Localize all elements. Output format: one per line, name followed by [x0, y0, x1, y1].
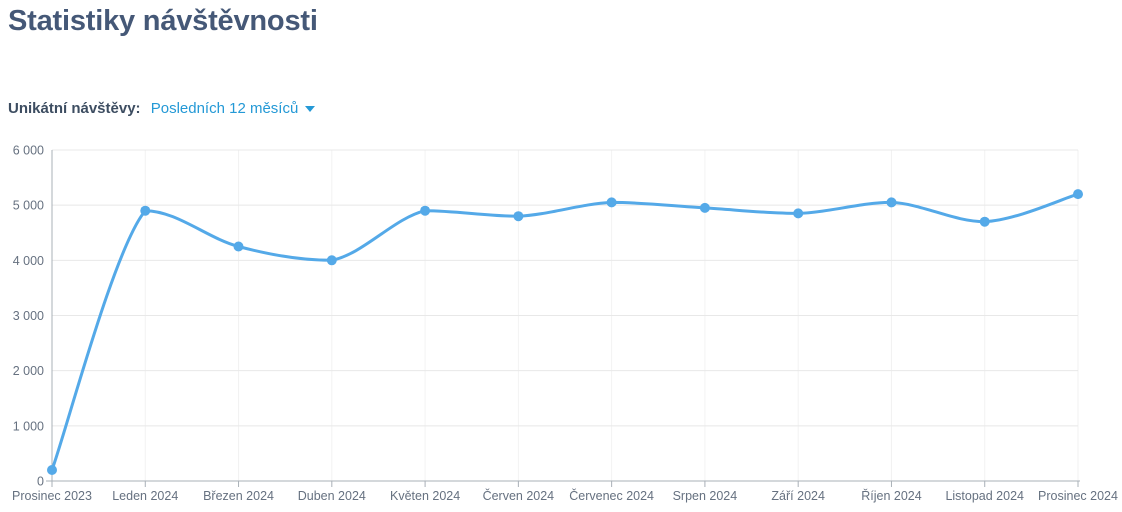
metric-label: Unikátní návštěvy: — [8, 100, 141, 117]
data-point-8[interactable] — [793, 208, 804, 219]
x-axis-tick-label: Srpen 2024 — [673, 489, 738, 503]
y-axis-tick-label: 5 000 — [13, 199, 44, 213]
caret-down-icon — [305, 106, 316, 112]
x-axis-tick-label: Prosinec 2023 — [12, 489, 92, 503]
x-axis-tick-label: Květen 2024 — [390, 489, 460, 503]
y-axis-tick-label: 2 000 — [13, 364, 44, 378]
x-axis-tick-label: Leden 2024 — [112, 489, 178, 503]
x-axis-tick-label: Listopad 2024 — [945, 489, 1024, 503]
data-point-9[interactable] — [886, 197, 897, 208]
data-point-3[interactable] — [326, 255, 337, 266]
data-point-4[interactable] — [420, 205, 431, 216]
data-point-11[interactable] — [1073, 189, 1083, 200]
data-point-2[interactable] — [233, 241, 244, 252]
x-axis-tick-label: Březen 2024 — [203, 489, 274, 503]
x-axis-tick-label: Červenec 2024 — [569, 488, 654, 503]
x-axis-tick-label: Prosinec 2024 — [1038, 489, 1118, 503]
chart-canvas[interactable]: 0 1 000 2 000 3 000 4 000 5 000 6 000 Prosinec … — [0, 140, 1122, 512]
x-axis-tick-label: Září 2024 — [771, 489, 825, 503]
y-axis-tick-label: 0 — [37, 475, 44, 489]
filter-row: Unikátní návštěvy: Posledních 12 měsíců — [8, 99, 316, 119]
data-point-10[interactable] — [979, 216, 990, 227]
series-line — [50, 192, 1080, 472]
page-title: Statistiky návštěvnosti — [8, 5, 318, 37]
data-point-6[interactable] — [606, 197, 617, 208]
data-point-5[interactable] — [513, 211, 524, 222]
period-dropdown-label: Posledních 12 měsíců — [150, 100, 299, 117]
period-dropdown[interactable]: Posledních 12 měsíců — [151, 99, 316, 119]
x-axis-tick-label: Červen 2024 — [483, 488, 555, 503]
x-axis-tick-label: Říjen 2024 — [861, 488, 922, 503]
visits-line-chart[interactable]: 0 1 000 2 000 3 000 4 000 5 000 6 000 Prosinec … — [0, 140, 1122, 512]
y-axis-tick-label: 3 000 — [13, 309, 44, 323]
x-axis-tick-label: Duben 2024 — [298, 489, 366, 503]
y-axis-tick-label: 4 000 — [13, 254, 44, 268]
y-axis-tick-label: 6 000 — [13, 144, 44, 158]
y-axis-tick-label: 1 000 — [13, 419, 44, 433]
data-point-7[interactable] — [699, 202, 710, 213]
data-point-0[interactable] — [47, 465, 57, 475]
data-point-1[interactable] — [140, 205, 151, 216]
